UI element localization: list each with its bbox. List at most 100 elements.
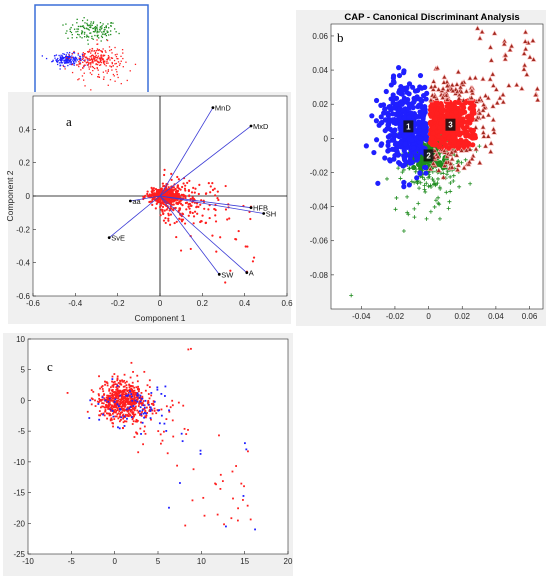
group-3-point — [438, 120, 444, 126]
inset-point — [96, 30, 99, 33]
inset-point — [134, 63, 137, 66]
inset-point — [82, 25, 84, 27]
c-point — [202, 496, 205, 499]
a-point — [181, 218, 185, 221]
inset-point — [52, 60, 54, 62]
c-point — [123, 389, 126, 391]
c-point — [129, 414, 132, 417]
inset-point — [113, 75, 115, 77]
inset-point — [106, 58, 108, 60]
inset-point — [83, 72, 85, 74]
group-3-point — [488, 140, 495, 146]
c-point — [132, 370, 134, 373]
c-point — [127, 399, 130, 401]
c-point — [113, 394, 116, 396]
c-point — [126, 406, 129, 409]
loading-vector — [108, 195, 161, 238]
x-tick-label: -0.6 — [26, 299, 40, 308]
inset-point — [63, 53, 66, 55]
a-point — [156, 200, 159, 203]
c-point — [125, 384, 128, 387]
group-3-point — [505, 82, 512, 88]
group-3-point — [466, 158, 473, 165]
inset-point — [117, 61, 120, 63]
c-point — [106, 412, 109, 415]
inset-point — [83, 54, 85, 57]
c-point — [102, 405, 105, 408]
inset-point — [84, 64, 86, 66]
inset-point — [82, 57, 84, 60]
loading-label: SW — [221, 270, 234, 279]
x-tick-label: 10 — [197, 557, 206, 566]
inset-point — [102, 55, 105, 57]
c-point — [132, 413, 135, 416]
inset-point — [100, 26, 102, 28]
inset-point — [61, 57, 63, 59]
inset-point — [65, 55, 67, 58]
group-2-point — [413, 169, 418, 174]
inset-point — [68, 54, 70, 56]
inset-point — [87, 43, 89, 45]
group-1-point — [398, 140, 404, 146]
inset-point — [118, 64, 121, 66]
group-3-point — [480, 129, 487, 135]
a-point — [198, 183, 201, 187]
c-point — [177, 401, 180, 404]
inset-point — [83, 26, 85, 29]
group-3-point — [480, 124, 486, 130]
c-point — [125, 408, 128, 411]
inset-point — [81, 25, 84, 28]
inset-point — [78, 63, 81, 65]
c-point — [147, 403, 150, 406]
inset-point — [68, 53, 70, 55]
group-3-point — [491, 30, 498, 36]
x-tick-label: 0.06 — [522, 312, 538, 321]
inset-point — [94, 31, 96, 33]
c-point — [103, 406, 106, 409]
inset-point — [75, 31, 77, 33]
inset-point — [81, 30, 83, 32]
c-point — [165, 430, 168, 432]
c-point — [134, 407, 137, 409]
a-point — [237, 229, 240, 233]
c-point — [131, 381, 134, 384]
c-point — [119, 379, 121, 382]
inset-point — [62, 24, 64, 26]
c-point — [135, 418, 138, 421]
inset-point — [85, 56, 88, 58]
group-3-point — [449, 155, 456, 162]
a-point — [251, 260, 255, 263]
group-2-point — [401, 229, 406, 234]
group-3-point — [432, 83, 438, 89]
inset-point — [62, 56, 64, 59]
inset-point — [110, 25, 112, 27]
c-point — [113, 418, 116, 420]
inset-point — [86, 57, 89, 60]
c-point — [128, 384, 131, 387]
inset-point — [96, 28, 99, 30]
group-3-point — [530, 56, 537, 62]
c-point — [133, 394, 136, 396]
inset-point — [101, 50, 103, 53]
inset-point — [91, 24, 93, 26]
c-point — [144, 432, 147, 435]
a-point — [143, 196, 146, 199]
x-tick-label: 0 — [426, 312, 431, 321]
group-label: 1 — [406, 122, 411, 131]
c-point — [117, 412, 120, 415]
group-3-point — [472, 132, 478, 139]
inset-point — [70, 26, 72, 29]
c-point — [104, 383, 106, 386]
x-tick-label: -0.02 — [386, 312, 405, 321]
c-point — [112, 400, 115, 403]
c-point — [137, 451, 140, 454]
group-1-point — [391, 79, 397, 86]
group-3-point — [439, 106, 445, 112]
c-point — [109, 419, 112, 422]
inset-point — [56, 60, 58, 63]
inset-point — [64, 66, 66, 68]
group-3-point — [468, 94, 475, 100]
group-3-point — [461, 164, 468, 171]
c-point — [108, 414, 111, 417]
group-3-point — [454, 127, 460, 133]
